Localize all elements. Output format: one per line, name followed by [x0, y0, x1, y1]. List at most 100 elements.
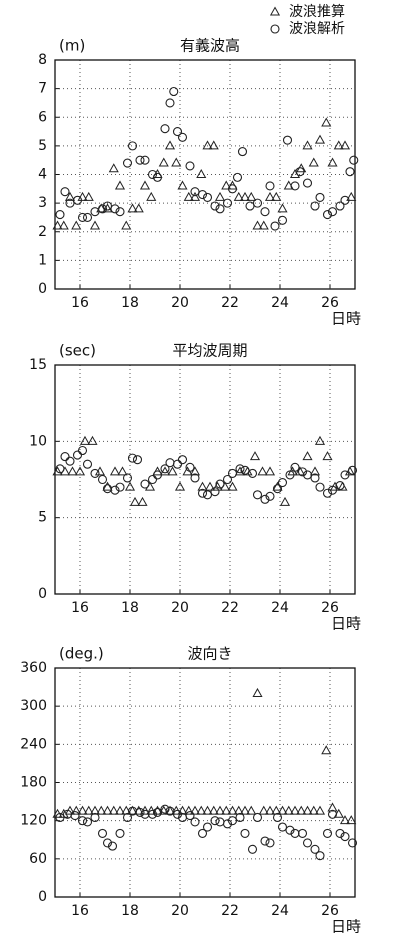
y-tick-label: 10 — [29, 433, 47, 449]
y-tick-label: 300 — [20, 698, 47, 714]
data-point — [264, 191, 276, 201]
data-point — [277, 822, 288, 832]
data-point — [82, 212, 93, 222]
y-tick-label: 5 — [38, 138, 47, 154]
data-point — [272, 812, 283, 823]
data-point — [309, 466, 321, 476]
data-point — [183, 191, 194, 201]
data-point — [77, 816, 88, 826]
data-point — [197, 481, 208, 491]
data-point — [152, 805, 163, 815]
data-point — [140, 479, 150, 489]
data-point — [272, 481, 283, 491]
data-point — [121, 220, 132, 230]
legend-marker — [269, 6, 281, 16]
data-point — [183, 805, 194, 815]
data-point — [97, 204, 108, 214]
data-point — [265, 181, 275, 191]
data-point — [349, 155, 359, 165]
data-point — [174, 481, 186, 491]
y-tick-label: 360 — [20, 660, 47, 676]
y-tick-label: 15 — [29, 357, 47, 373]
data-point — [277, 203, 288, 213]
data-point — [190, 817, 200, 827]
x-tick-label: 22 — [221, 600, 239, 616]
data-point — [77, 805, 88, 815]
data-point — [109, 466, 121, 476]
data-point — [214, 805, 226, 815]
data-point — [58, 220, 69, 230]
x-tick-label: 24 — [271, 903, 289, 919]
data-point — [185, 811, 195, 821]
data-point — [322, 210, 333, 220]
data-point — [322, 451, 333, 461]
data-point — [346, 191, 357, 201]
data-point — [264, 466, 276, 476]
data-point — [167, 466, 178, 476]
data-point — [339, 815, 351, 825]
data-point — [258, 220, 269, 230]
x-tick-label: 16 — [71, 600, 89, 616]
data-point — [83, 191, 94, 201]
data-point — [102, 838, 113, 848]
data-point — [147, 809, 158, 819]
y-tick-label: 60 — [29, 851, 47, 867]
data-point — [55, 464, 65, 474]
data-point — [82, 459, 93, 469]
data-point — [115, 207, 125, 217]
y-axis-label: (sec) — [59, 342, 96, 360]
data-point — [322, 488, 333, 498]
data-point — [222, 198, 233, 208]
x-axis-label: 日時 — [331, 615, 361, 633]
data-point — [257, 466, 268, 476]
data-point — [197, 189, 208, 200]
data-point — [133, 203, 144, 213]
data-point — [235, 464, 245, 474]
y-tick-label: 5 — [38, 510, 47, 526]
y-tick-label: 8 — [38, 52, 47, 68]
data-point — [252, 220, 263, 230]
data-point — [185, 462, 195, 472]
data-point — [314, 805, 326, 815]
data-point — [129, 496, 141, 506]
data-point — [55, 812, 65, 823]
data-point — [97, 474, 108, 485]
data-point — [74, 466, 86, 476]
data-point — [83, 805, 94, 815]
data-point — [227, 184, 238, 194]
data-point — [327, 485, 338, 495]
x-tick-label: 26 — [321, 295, 339, 311]
data-point — [235, 812, 245, 823]
data-point — [272, 484, 283, 494]
data-point — [171, 157, 182, 167]
y-axis-label: (deg.) — [59, 645, 104, 663]
data-point — [127, 453, 138, 463]
data-point — [71, 220, 82, 230]
data-point — [339, 140, 351, 150]
data-point — [89, 805, 101, 815]
data-point — [202, 805, 213, 815]
data-point — [285, 470, 295, 480]
data-point — [127, 203, 138, 213]
data-point — [285, 825, 295, 835]
data-point — [197, 488, 208, 498]
x-tick-label: 24 — [271, 600, 289, 616]
data-point — [55, 210, 65, 220]
data-point — [215, 817, 225, 827]
data-point — [52, 220, 63, 230]
data-point — [160, 124, 170, 134]
data-point — [77, 445, 88, 456]
legend-marker — [270, 24, 280, 34]
data-point — [115, 828, 125, 838]
data-point — [124, 481, 136, 491]
data-point — [335, 201, 345, 211]
data-point — [297, 828, 308, 838]
data-point — [247, 468, 258, 478]
data-point — [152, 807, 163, 817]
data-point — [252, 198, 263, 208]
data-point — [202, 822, 213, 832]
data-point — [296, 805, 307, 815]
x-tick-label: 16 — [71, 295, 89, 311]
data-point — [169, 86, 179, 97]
